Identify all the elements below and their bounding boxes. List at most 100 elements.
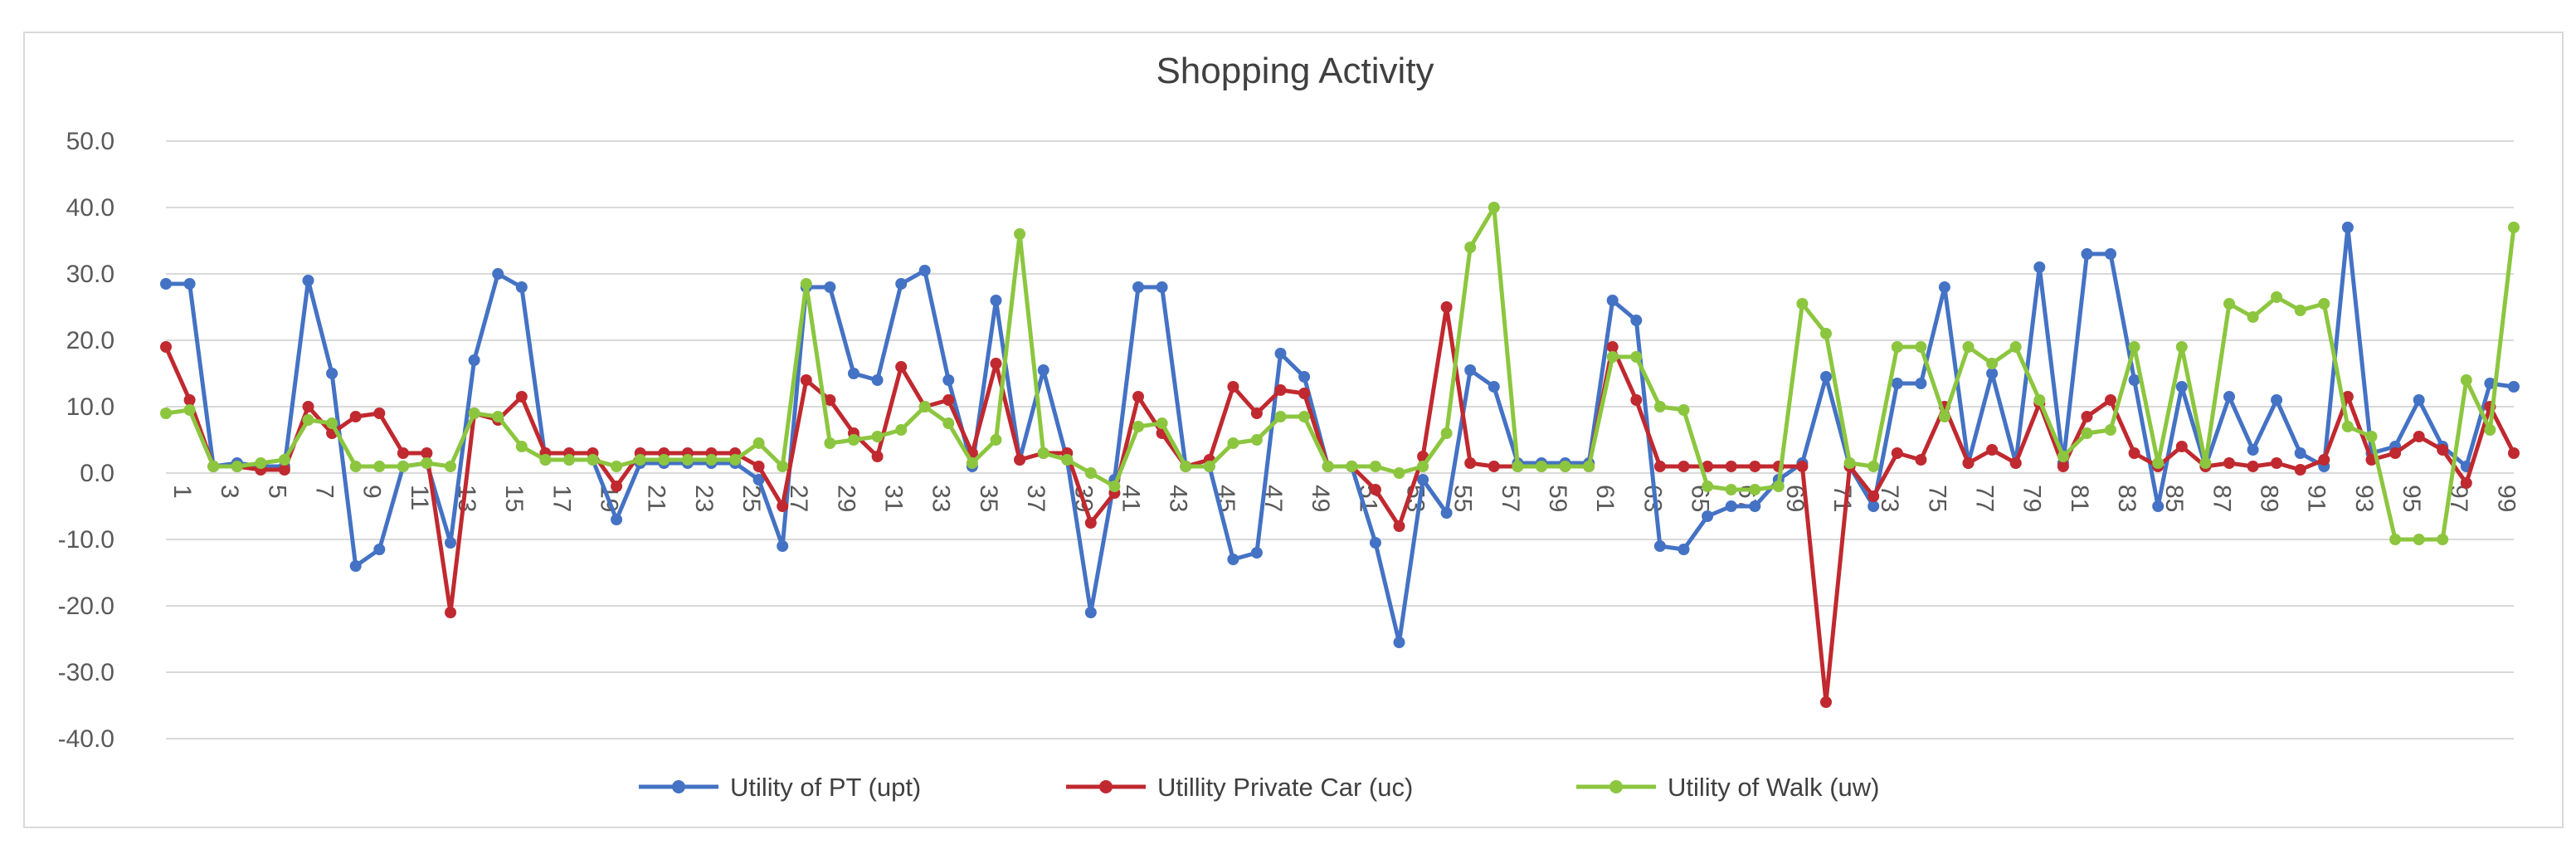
legend-item: Utility of PT (upt): [639, 773, 921, 802]
data-point: [1037, 447, 1049, 459]
x-tick-label: 21: [643, 485, 670, 512]
data-point: [918, 265, 931, 276]
data-point: [492, 268, 504, 280]
data-point: [1464, 457, 1477, 469]
data-point: [1488, 202, 1500, 213]
data-point: [2033, 394, 2046, 406]
gridlines: [166, 140, 2514, 739]
line-chart: Shopping Activity 50.0 40.0 30.0 20.0 10.0 0.…: [58, 51, 2520, 802]
data-point: [895, 278, 908, 290]
data-point: [918, 401, 931, 412]
data-point: [2294, 464, 2306, 476]
data-point: [1938, 411, 1950, 422]
data-point: [2484, 424, 2496, 436]
data-point: [871, 431, 884, 442]
data-point: [1725, 484, 1737, 495]
data-point: [1606, 341, 1619, 353]
data-point: [1630, 315, 1643, 326]
legend-swatch-marker: [1609, 780, 1623, 793]
x-tick-label: 91: [2303, 485, 2330, 512]
y-axis-labels: 50.0 40.0 30.0 20.0 10.0 0.0 -10.0 -20.0 -30.0 -4…: [58, 128, 114, 753]
x-tick-label: 75: [1923, 485, 1950, 512]
data-point: [871, 451, 884, 462]
data-point: [1274, 384, 1287, 396]
data-point: [895, 424, 908, 436]
data-point: [1725, 500, 1737, 512]
data-point: [611, 514, 623, 525]
data-point: [1440, 301, 1453, 313]
data-point: [2389, 534, 2402, 545]
data-point: [2223, 457, 2235, 469]
data-point: [1180, 461, 1192, 472]
data-point: [1084, 467, 1097, 479]
data-point: [1369, 484, 1381, 495]
data-point: [160, 278, 172, 290]
data-point: [302, 414, 314, 426]
data-point: [302, 275, 314, 286]
data-point: [752, 474, 765, 486]
data-point: [942, 417, 955, 429]
data-point: [1915, 341, 1927, 353]
data-point: [1014, 454, 1026, 466]
data-point: [445, 537, 456, 549]
data-point: [2318, 454, 2330, 466]
data-point: [1630, 351, 1643, 363]
data-point: [2152, 500, 2165, 512]
data-point: [1653, 540, 1666, 552]
data-point: [278, 454, 290, 466]
series-3: [160, 202, 2520, 545]
data-point: [160, 341, 172, 353]
data-point: [2175, 381, 2188, 393]
data-point: [2460, 374, 2472, 386]
x-tick-label: 41: [1117, 485, 1144, 512]
data-point: [587, 454, 599, 466]
y-tick-label: 0.0: [80, 460, 114, 487]
x-tick-label: 93: [2350, 485, 2378, 512]
data-point: [492, 411, 504, 422]
data-point: [752, 461, 765, 472]
data-point: [1298, 371, 1311, 383]
data-point: [848, 368, 859, 379]
x-tick-label: 99: [2492, 485, 2520, 512]
data-point: [1014, 228, 1026, 240]
data-point: [2341, 421, 2354, 432]
data-point: [2460, 477, 2472, 489]
legend-item: Utillity Private Car (uc): [1066, 773, 1413, 802]
data-point: [397, 461, 409, 472]
x-tick-label: 87: [2208, 485, 2235, 512]
data-point: [2341, 391, 2354, 403]
data-point: [2508, 222, 2520, 233]
x-tick-label: 11: [406, 485, 433, 510]
x-tick-label: 7: [311, 485, 338, 499]
data-point: [1867, 461, 1880, 472]
data-point: [1678, 544, 1690, 555]
data-point: [421, 447, 433, 459]
data-point: [800, 374, 812, 386]
data-point: [2057, 461, 2069, 472]
data-point: [1369, 461, 1381, 472]
x-tick-label: 77: [1971, 485, 1999, 512]
x-tick-label: 95: [2398, 485, 2425, 512]
data-point: [1678, 461, 1690, 472]
y-tick-label: 20.0: [66, 327, 114, 354]
data-point: [1536, 461, 1547, 472]
data-point: [349, 411, 362, 422]
data-point: [1250, 547, 1263, 559]
data-point: [1084, 607, 1097, 618]
data-point: [326, 417, 338, 429]
data-point: [824, 437, 836, 449]
data-point: [2128, 374, 2140, 386]
x-tick-label: 83: [2113, 485, 2140, 512]
data-point: [468, 407, 480, 419]
data-point: [1037, 364, 1049, 376]
data-point: [1061, 454, 1074, 466]
data-point: [563, 454, 575, 466]
data-point: [2484, 378, 2496, 389]
data-point: [2365, 431, 2378, 442]
data-point: [1322, 461, 1334, 472]
data-point: [2389, 447, 2402, 459]
data-point: [1512, 461, 1524, 472]
data-point: [1915, 454, 1927, 466]
data-point: [1867, 500, 1880, 512]
legend-label: Utility of PT (upt): [730, 773, 921, 802]
